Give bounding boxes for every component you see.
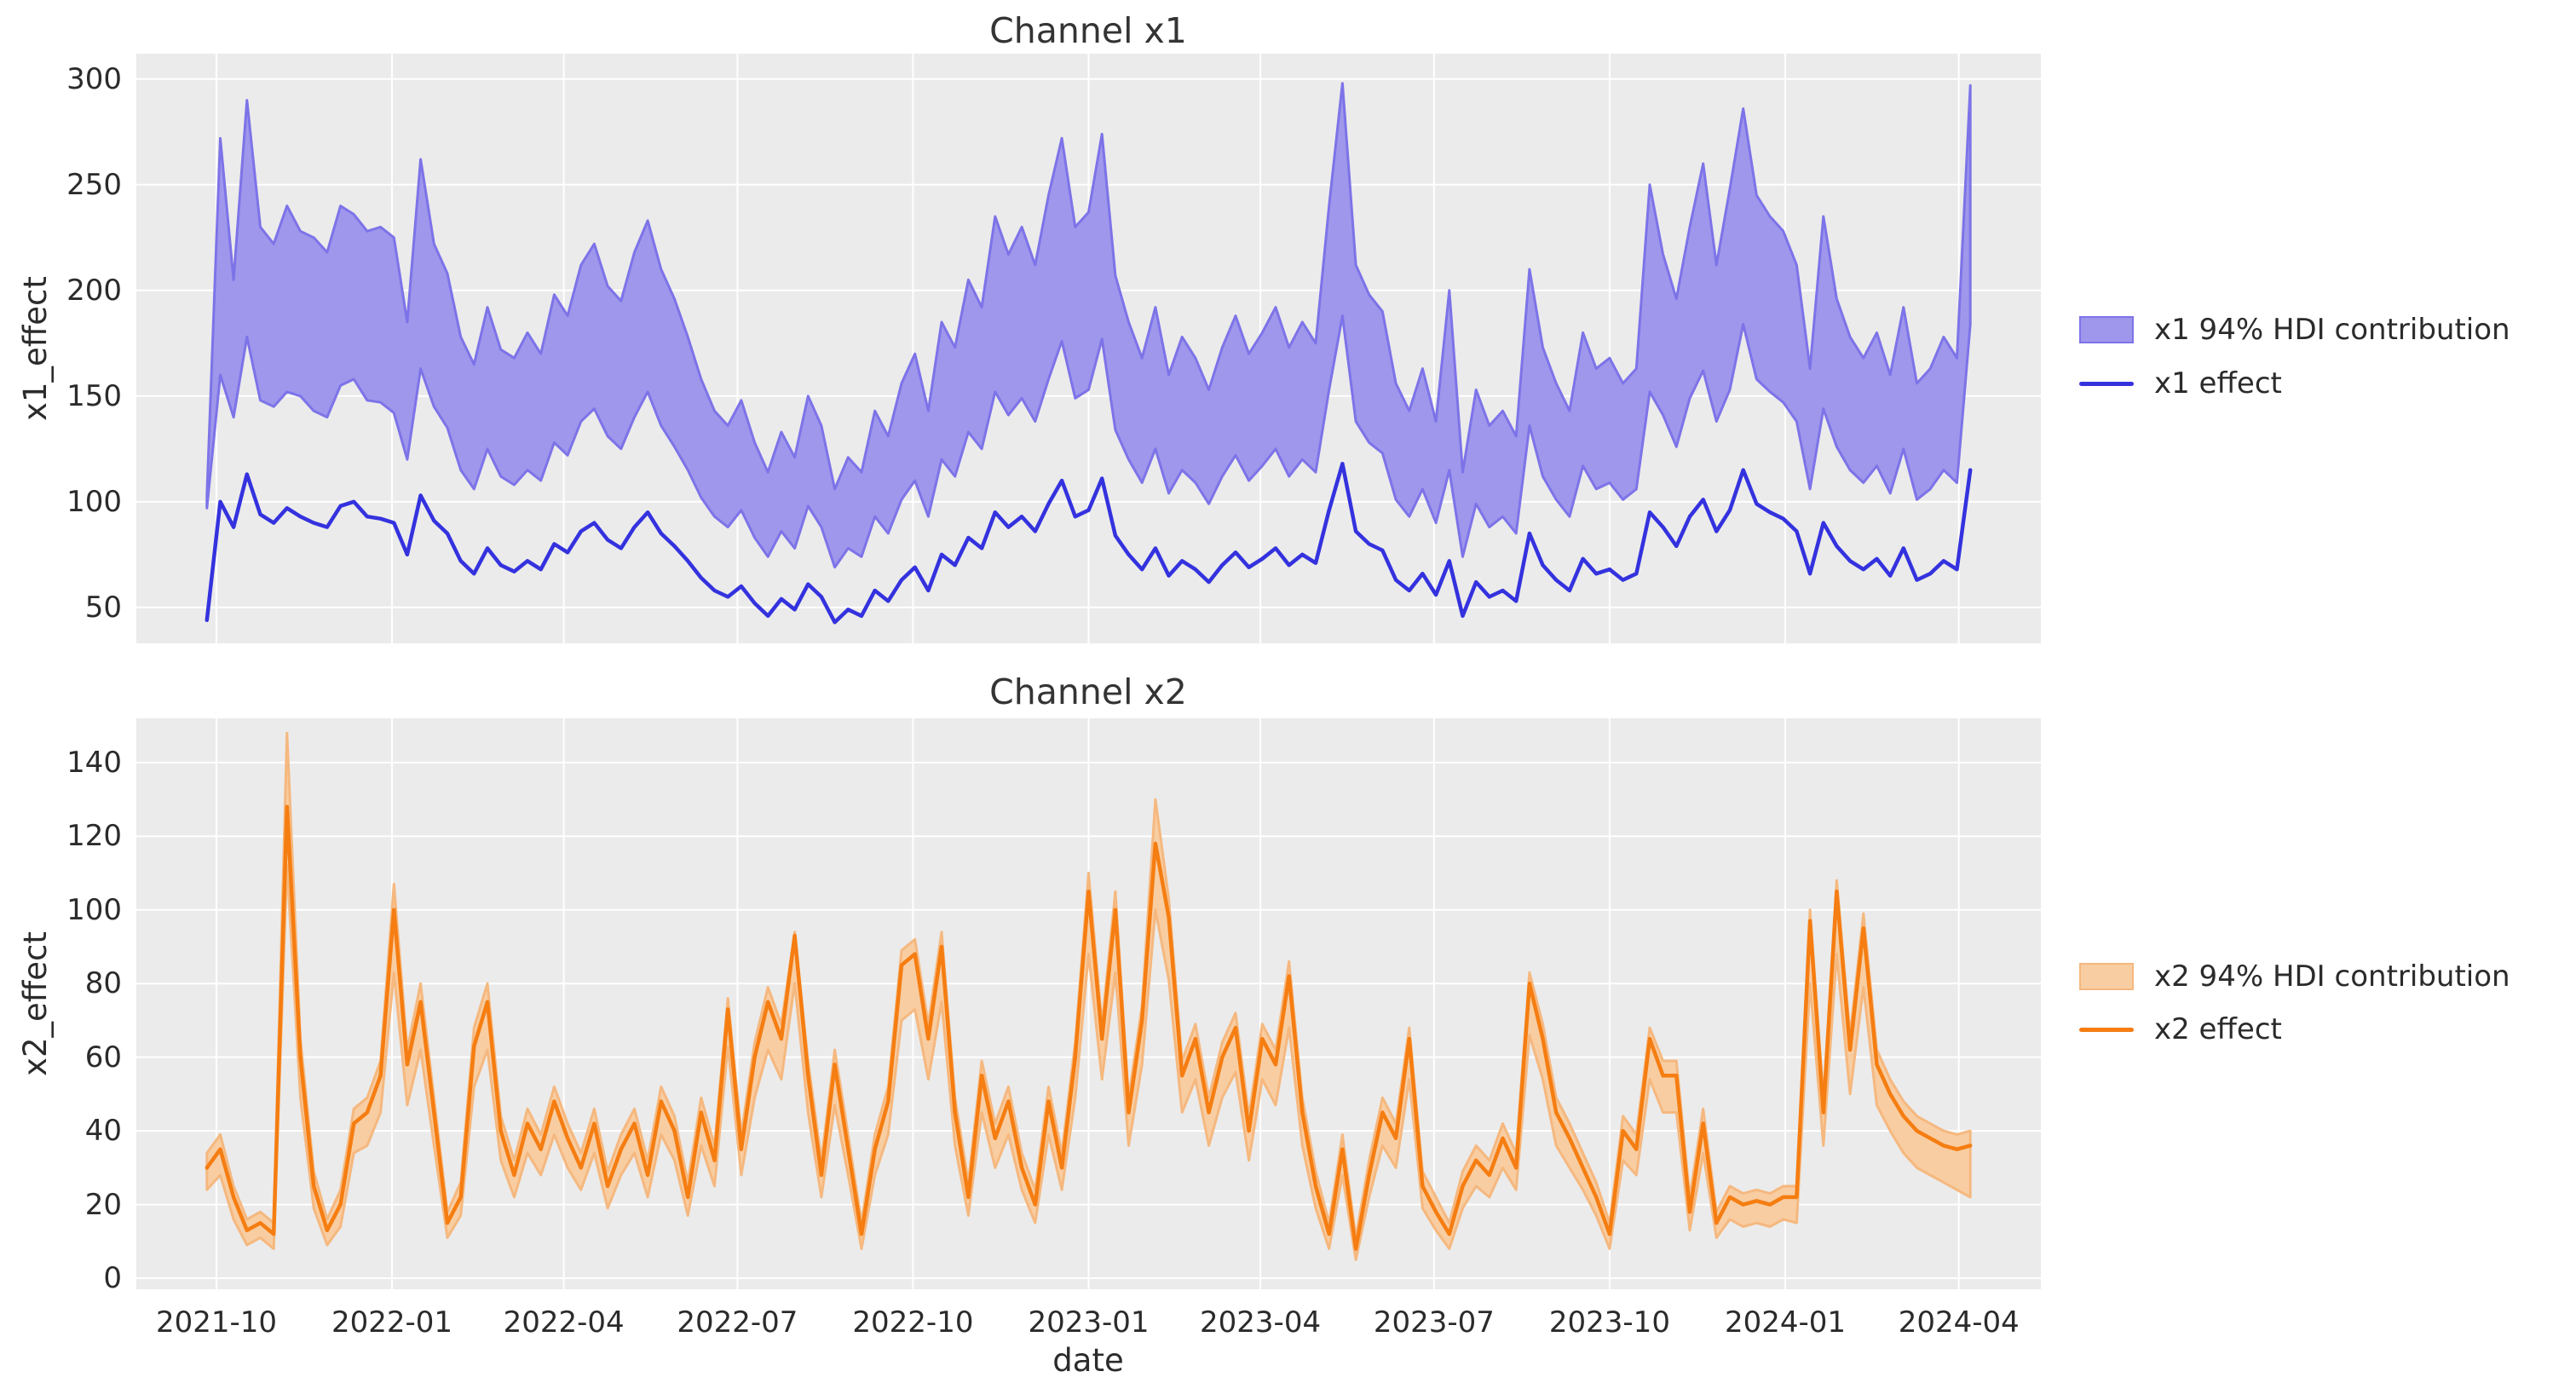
y-tick-label: 100 — [66, 892, 122, 927]
x-tick-label: 2023-01 — [1028, 1305, 1150, 1340]
legend2-hdi-entry: x2 94% HDI contribution — [2079, 958, 2510, 995]
y-tick-label: 0 — [103, 1261, 122, 1296]
y-tick-label: 150 — [66, 378, 122, 413]
x-tick-label: 2024-04 — [1898, 1305, 2020, 1340]
y-tick-label: 250 — [66, 167, 122, 202]
x-tick-label: 2023-04 — [1200, 1305, 1322, 1340]
x2-effect-line-swatch — [2079, 1027, 2134, 1032]
x-tick-label: 2024-01 — [1724, 1305, 1846, 1340]
y-tick-label: 140 — [66, 745, 122, 780]
x-tick-label: 2021-10 — [155, 1305, 277, 1340]
x1-hdi-patch-swatch — [2079, 316, 2134, 343]
x-axis-label: date — [1052, 1342, 1124, 1379]
y-axis-label-x1: x1_effect — [17, 276, 54, 421]
y-tick-label: 60 — [84, 1040, 122, 1075]
y-tick-label: 120 — [66, 819, 122, 854]
legend1-line-label: x1 effect — [2154, 366, 2282, 400]
legend2-line-label: x2 effect — [2154, 1012, 2282, 1046]
x-tick-label: 2022-07 — [677, 1305, 798, 1340]
subplot1-title: Channel x1 — [989, 10, 1187, 51]
x1-effect-line-swatch — [2079, 381, 2134, 386]
legend1-hdi-label: x1 94% HDI contribution — [2154, 313, 2510, 347]
y-tick-label: 80 — [84, 966, 122, 1001]
y-tick-label: 300 — [66, 61, 122, 96]
y-tick-label: 20 — [84, 1187, 122, 1222]
legend2-hdi-label: x2 94% HDI contribution — [2154, 959, 2510, 994]
y-tick-label: 100 — [66, 484, 122, 519]
y-tick-label: 50 — [84, 590, 122, 625]
x-tick-label: 2023-07 — [1373, 1305, 1495, 1340]
x-tick-label: 2022-10 — [852, 1305, 974, 1340]
legend1-hdi-entry: x1 94% HDI contribution — [2079, 311, 2510, 349]
x2-hdi-patch-swatch — [2079, 963, 2134, 990]
y-tick-label: 40 — [84, 1114, 122, 1149]
legend2-line-entry: x2 effect — [2079, 1011, 2282, 1048]
x-tick-label: 2022-04 — [503, 1305, 625, 1340]
x-tick-label: 2023-10 — [1548, 1305, 1670, 1340]
subplot2-title: Channel x2 — [989, 671, 1187, 712]
x-tick-label: 2022-01 — [331, 1305, 453, 1340]
y-tick-label: 200 — [66, 273, 122, 308]
legend1-line-entry: x1 effect — [2079, 365, 2282, 402]
